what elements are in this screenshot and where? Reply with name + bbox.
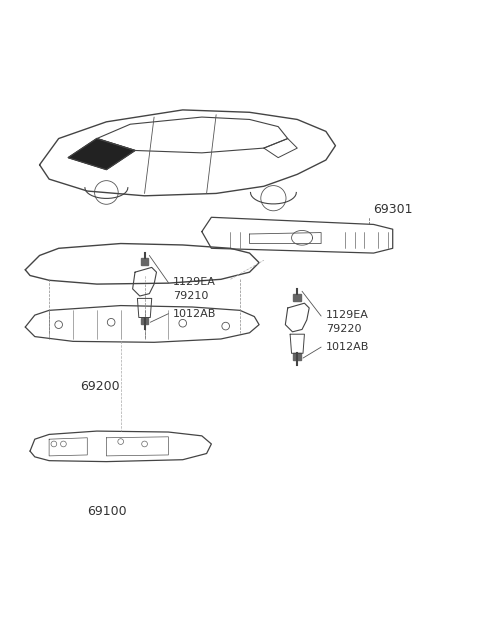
Bar bbox=[141, 258, 148, 265]
Bar bbox=[293, 294, 301, 301]
Text: 1129EA: 1129EA bbox=[173, 277, 216, 287]
Text: 1012AB: 1012AB bbox=[173, 309, 216, 319]
Text: 69200: 69200 bbox=[80, 380, 120, 392]
Text: 69301: 69301 bbox=[373, 203, 413, 217]
Text: 1012AB: 1012AB bbox=[326, 342, 369, 352]
Text: 1129EA: 1129EA bbox=[326, 310, 369, 320]
Text: 79210: 79210 bbox=[173, 291, 209, 301]
Bar bbox=[141, 318, 148, 324]
Text: 69100: 69100 bbox=[87, 505, 127, 518]
Polygon shape bbox=[68, 138, 135, 170]
Bar bbox=[293, 353, 301, 360]
Text: 79220: 79220 bbox=[326, 324, 361, 335]
